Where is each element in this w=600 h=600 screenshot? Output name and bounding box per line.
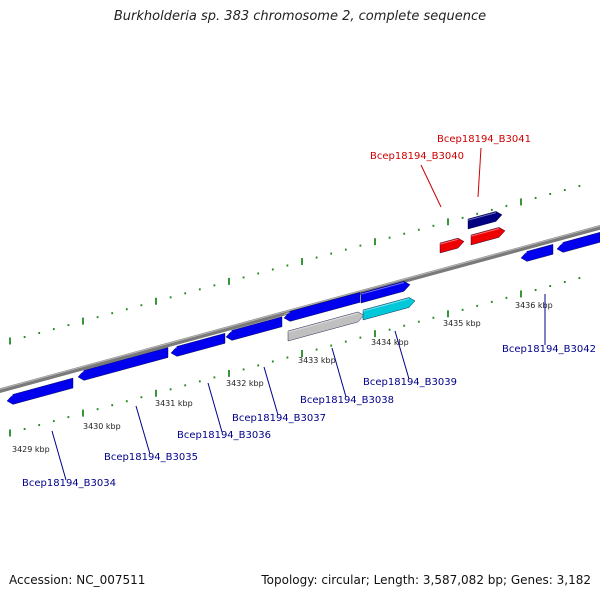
gene-b3042[interactable] bbox=[520, 244, 554, 262]
gene-label-leader bbox=[331, 347, 347, 398]
gene-b3043-bevel bbox=[556, 243, 564, 246]
sequence-axis-highlight bbox=[0, 225, 600, 390]
lower-tick-track bbox=[9, 277, 581, 437]
gene-b3038-upper-bevel bbox=[283, 312, 291, 315]
gene-label[interactable]: Bcep18194_B3034 bbox=[22, 478, 116, 489]
gene-b3040[interactable] bbox=[439, 237, 465, 254]
topology-text: Topology: circular; Length: 3,587,082 bp… bbox=[261, 573, 591, 587]
gene-label[interactable]: Bcep18194_B3035 bbox=[104, 452, 198, 463]
scale-label: 3430 kbp bbox=[83, 422, 121, 431]
gene-b3042-bevel bbox=[520, 252, 528, 255]
gene-label-leader bbox=[135, 405, 151, 455]
gene-b3036-bevel bbox=[170, 347, 178, 350]
gene-label[interactable]: Bcep18194_B3038 bbox=[300, 395, 394, 406]
gene-b3038[interactable] bbox=[287, 311, 365, 342]
gene-b3039-upper[interactable] bbox=[360, 281, 411, 304]
scale-label: 3432 kbp bbox=[226, 379, 264, 388]
accession-text: Accession: NC_007511 bbox=[9, 573, 146, 587]
scale-label: 3431 kbp bbox=[155, 399, 193, 408]
scale-label: 3436 kbp bbox=[515, 301, 553, 310]
gene-b3041-b-bevel bbox=[470, 228, 500, 237]
gene-label[interactable]: Bcep18194_B3040 bbox=[370, 151, 464, 162]
gene-b3043[interactable] bbox=[556, 232, 600, 253]
gene-b3035-bevel bbox=[77, 371, 85, 374]
gene-label-leader bbox=[394, 330, 410, 380]
gene-label[interactable]: Bcep18194_B3037 bbox=[232, 413, 326, 424]
gene-label[interactable]: Bcep18194_B3039 bbox=[363, 377, 457, 388]
gene-b3038-bevel bbox=[287, 312, 359, 333]
scale-label: 3433 kbp bbox=[298, 356, 336, 365]
scale-labels: 3429 kbp 3430 kbp 3431 kbp 3432 kbp 3433 kbp… bbox=[12, 301, 553, 454]
gene-b3034-bevel bbox=[6, 395, 14, 398]
scale-label: 3429 kbp bbox=[12, 445, 50, 454]
gene-b3038-upper[interactable] bbox=[283, 292, 361, 322]
gene-label[interactable]: Bcep18194_B3041 bbox=[437, 134, 531, 145]
gene-b3036[interactable] bbox=[170, 333, 226, 357]
gene-b3041[interactable] bbox=[467, 211, 503, 230]
gene-label[interactable]: Bcep18194_B3042 bbox=[502, 344, 596, 355]
gene-track bbox=[6, 211, 600, 405]
gene-label-leader bbox=[477, 147, 482, 198]
gene-label-leader bbox=[263, 366, 279, 416]
gene-b3034[interactable] bbox=[6, 377, 74, 405]
gene-b3037[interactable] bbox=[225, 316, 283, 341]
gene-b3041-b[interactable] bbox=[470, 227, 506, 246]
gene-label-leader bbox=[51, 430, 67, 481]
gene-labels: Bcep18194_B3034 Bcep18194_B3035 Bcep18194_… bbox=[22, 134, 596, 489]
map-title: Burkholderia sp. 383 chromosome 2, compl… bbox=[113, 9, 487, 24]
gene-label[interactable]: Bcep18194_B3036 bbox=[177, 430, 271, 441]
gene-b3039[interactable] bbox=[362, 297, 416, 321]
gene-b3041-bevel bbox=[467, 212, 497, 221]
upper-tick-track bbox=[9, 185, 581, 345]
gene-b3037-bevel bbox=[225, 331, 233, 334]
scale-label: 3435 kbp bbox=[443, 319, 481, 328]
gene-label-leader bbox=[207, 382, 223, 433]
gene-b3039-bevel bbox=[362, 298, 410, 312]
scale-label: 3434 kbp bbox=[371, 338, 409, 347]
gene-b3039-upper-bevel bbox=[360, 282, 405, 295]
gene-b3035[interactable] bbox=[77, 347, 169, 381]
gene-label-leader bbox=[420, 164, 442, 208]
gene-b3040-bevel bbox=[439, 238, 459, 245]
